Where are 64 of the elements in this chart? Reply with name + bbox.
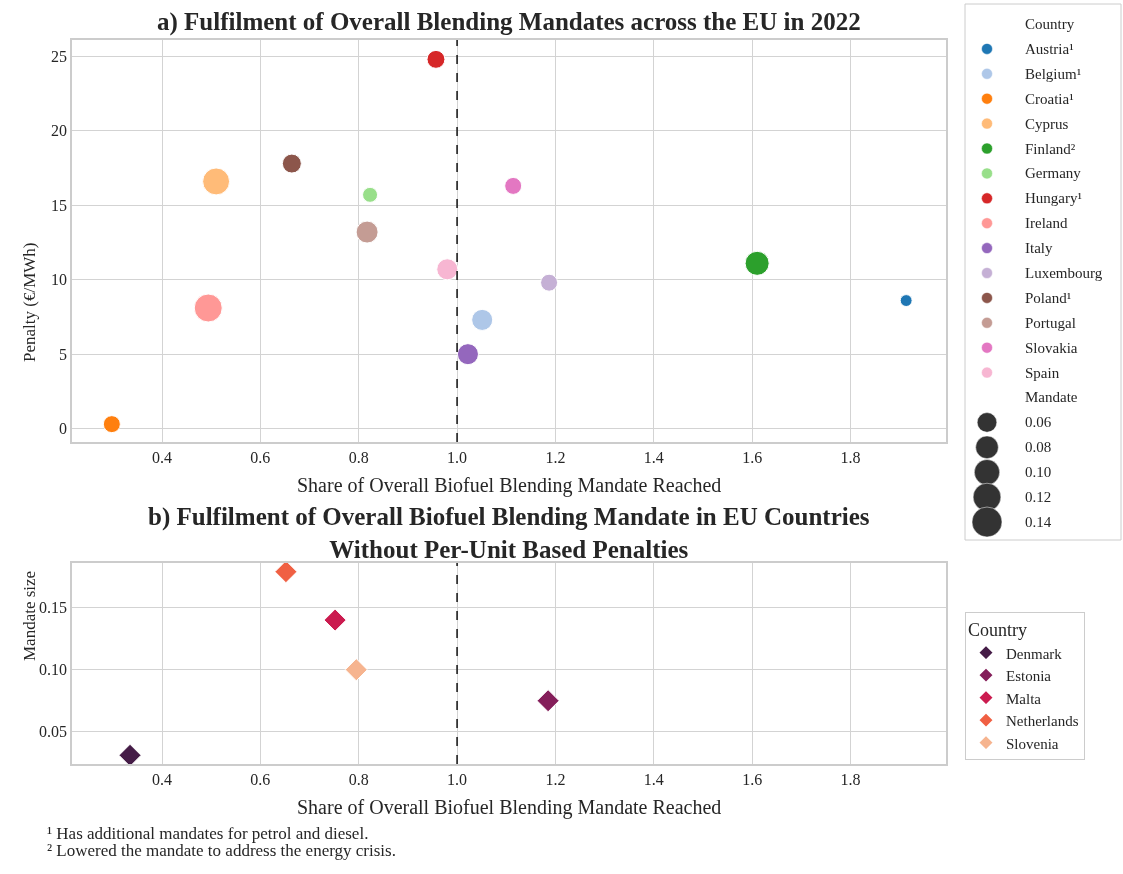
legend-label: Italy: [1025, 240, 1053, 256]
text: Mandate: [1025, 389, 1078, 405]
legend-label: 0.12: [1025, 489, 1052, 505]
legend-label: Germany: [1025, 165, 1082, 181]
legend-label: 0.14: [1025, 514, 1052, 530]
legend-label: Slovakia: [1025, 340, 1078, 356]
legend-label: Poland¹: [1025, 290, 1072, 306]
point: [274, 560, 298, 584]
x-tick-label: 1.4: [643, 448, 664, 466]
legend-label: Finland²: [1025, 141, 1076, 157]
point: [323, 608, 347, 632]
legend-label: Hungary¹: [1025, 190, 1082, 206]
point: [536, 689, 560, 713]
legend-label: Portugal: [1025, 315, 1076, 331]
x-tick-label: 1.0: [447, 448, 468, 466]
y-axis-title: Penalty (€/MWh): [20, 242, 39, 362]
y-tick-label: 0.10: [39, 661, 68, 679]
legend-label: Estonia: [1006, 668, 1052, 684]
legend-label: Denmark: [1006, 645, 1063, 662]
legend-label: Belgium¹: [1025, 66, 1082, 82]
x-tick-label: 1.2: [545, 770, 566, 788]
x-tick-label: 1.2: [545, 448, 566, 466]
y-tick-label: 0.05: [39, 723, 68, 741]
y-tick-label: 20: [51, 122, 68, 140]
x-tick-label: 1.8: [840, 448, 861, 466]
x-tick-label: 1.6: [742, 770, 763, 788]
y-tick-label: 0: [59, 420, 68, 438]
legend-label: Ireland: [1025, 215, 1068, 231]
legend-label: 0.06: [1025, 414, 1052, 430]
x-tick-label: 0.8: [348, 448, 369, 466]
y-tick-label: 15: [51, 196, 68, 214]
legend-label: Netherlands: [1006, 713, 1079, 729]
x-tick-label: 0.6: [250, 770, 271, 788]
x-tick-label: 0.4: [152, 448, 173, 466]
text: ¹ Has additional mandates for petrol and diesel.: [47, 824, 369, 843]
legend-label: 0.10: [1025, 464, 1052, 480]
legend-label: Luxembourg: [1025, 265, 1103, 281]
x-tick-label: 1.0: [447, 770, 468, 788]
legend-label: Slovenia: [1006, 735, 1059, 752]
chart-title: b) Fulfilment of Overall Biofuel Blending Mandate in EU Countries Without Per-Unit Based Penalties: [148, 503, 870, 563]
legend-label: Croatia¹: [1025, 91, 1074, 107]
x-tick-label: 1.8: [840, 770, 861, 788]
x-tick-label: 0.4: [152, 770, 173, 788]
x-axis-title: Share of Overall Biofuel Blending Mandate Reached: [297, 796, 722, 819]
legend-label: Cyprus: [1025, 116, 1069, 132]
point: [344, 658, 368, 682]
y-tick-label: 5: [59, 345, 68, 363]
legend-title: Country: [1025, 16, 1075, 32]
legend-title: Country: [968, 620, 1028, 641]
legend-label: Malta: [1006, 690, 1042, 707]
y-tick-label: 0.15: [39, 599, 68, 617]
x-tick-label: 1.6: [742, 448, 763, 466]
y-tick-label: 10: [51, 271, 68, 289]
x-tick-label: 0.6: [250, 448, 271, 466]
legend-label: Spain: [1025, 365, 1060, 381]
x-axis-title: Share of Overall Biofuel Blending Mandate Reached: [297, 474, 722, 497]
y-tick-label: 25: [51, 47, 68, 65]
legend-label: 0.08: [1025, 439, 1052, 455]
point: [118, 743, 142, 767]
x-tick-label: 0.8: [348, 770, 369, 788]
x-tick-label: 1.4: [643, 770, 664, 788]
y-axis-title: Mandate size: [20, 570, 39, 661]
chart-title: a) Fulfilment of Overall Blending Mandates across the EU in 2022: [157, 8, 861, 36]
legend-label: Austria¹: [1025, 41, 1074, 57]
